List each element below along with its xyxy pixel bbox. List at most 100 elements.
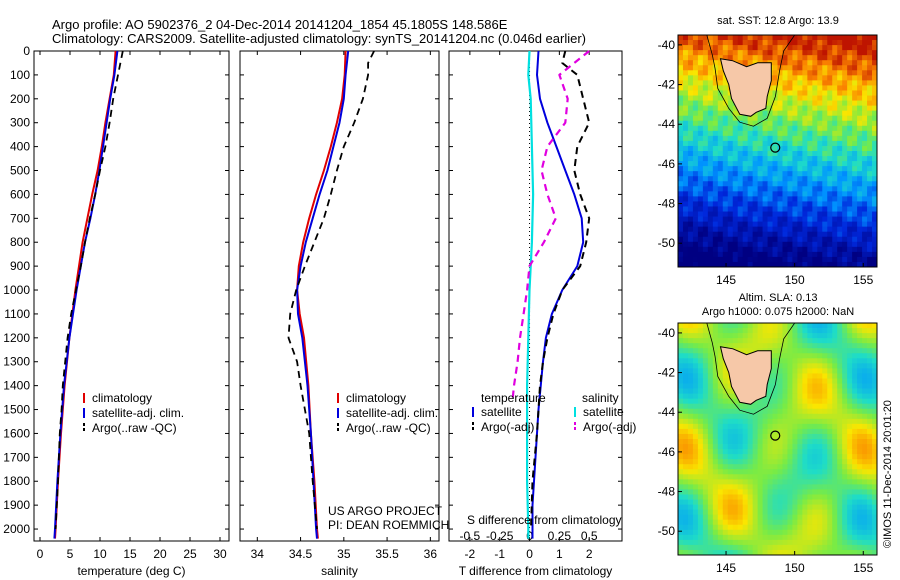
map-cell: [702, 55, 709, 61]
map-cell: [797, 226, 803, 233]
map-cell: [852, 449, 858, 455]
map-cell: [702, 251, 709, 258]
map-cell: [732, 140, 739, 147]
map-cell: [837, 348, 843, 354]
map-cell: [792, 216, 798, 223]
map-cell: [817, 85, 823, 91]
map-cell: [742, 474, 749, 480]
map-cell: [722, 226, 729, 233]
map-cell: [697, 484, 704, 490]
map-cell: [762, 343, 768, 349]
map-cell: [817, 343, 823, 349]
map-cell: [707, 120, 714, 127]
map-cell: [777, 151, 783, 157]
map-cell: [827, 145, 833, 152]
map-cell: [837, 363, 843, 369]
map-cell: [837, 95, 843, 101]
map-cell: [712, 544, 719, 551]
map-cell: [847, 251, 853, 258]
map-cell: [682, 549, 689, 555]
map-cell: [682, 181, 689, 187]
map-cell: [752, 226, 759, 233]
map-cell: [857, 378, 863, 384]
map-cell: [687, 145, 694, 152]
map-cell: [678, 151, 684, 157]
map-cell: [807, 489, 813, 495]
map-cell: [772, 171, 778, 177]
map-cell: [862, 368, 868, 374]
map-cell: [802, 363, 808, 369]
map-cell: [767, 120, 773, 127]
map-cell: [827, 514, 833, 521]
map-cell: [727, 328, 734, 334]
map-cell: [707, 534, 714, 541]
map-cell: [802, 196, 808, 202]
map-cell: [837, 115, 843, 122]
depth-tick-label: 500: [10, 164, 30, 178]
map-cell: [832, 70, 838, 76]
map-cell: [837, 70, 843, 76]
map-cell: [852, 181, 858, 187]
map-cell: [832, 388, 838, 395]
map-cell: [862, 55, 868, 61]
map-cell: [757, 246, 763, 253]
map-cell: [847, 529, 853, 536]
map-cell: [842, 338, 848, 344]
map-cell: [817, 494, 823, 500]
map-cell: [707, 403, 714, 410]
map-cell: [742, 35, 749, 41]
map-cell: [757, 156, 763, 162]
map-cell: [867, 221, 873, 228]
map-cell: [762, 261, 768, 267]
map-cell: [702, 206, 709, 212]
map-cell: [757, 343, 763, 349]
map-cell: [817, 549, 823, 555]
map-cell: [827, 439, 833, 445]
map-cell: [737, 454, 744, 460]
map-cell: [767, 534, 773, 541]
map-cell: [702, 105, 709, 112]
map-cell: [792, 115, 798, 122]
map-cell: [682, 343, 689, 349]
map-cell: [687, 110, 694, 117]
series-line-satellite-adj-clim-: [296, 50, 350, 539]
map-cell: [727, 151, 734, 157]
map-cell: [862, 105, 868, 112]
map-cell: [852, 504, 858, 511]
map-cell: [727, 120, 734, 127]
map-cell: [737, 464, 744, 470]
map-cell: [682, 418, 689, 425]
map-cell: [792, 509, 798, 516]
map-cell: [812, 75, 818, 81]
map-cell: [802, 489, 808, 495]
map-cell: [842, 80, 848, 86]
map-cell: [737, 151, 744, 157]
map-cell: [792, 433, 798, 440]
map-cell: [862, 246, 868, 253]
map-cell: [678, 186, 684, 192]
map-cell: [747, 413, 754, 420]
map-cell: [827, 383, 833, 389]
map-cell: [678, 110, 684, 117]
legend-s-satellite: satellite: [583, 405, 624, 419]
map-cell: [722, 191, 729, 197]
map-cell: [682, 433, 689, 440]
map-cell: [827, 373, 833, 379]
map-cell: [782, 45, 788, 51]
map-cell: [702, 140, 709, 147]
map-cell: [687, 45, 694, 51]
map-cell: [747, 504, 754, 511]
map-cell: [722, 333, 729, 339]
map-cell: [757, 549, 763, 555]
map-cell: [802, 544, 808, 551]
map-cell: [847, 216, 853, 223]
map-cell: [862, 403, 868, 410]
map-cell: [837, 125, 843, 132]
map-cell: [827, 444, 833, 450]
map-cell: [767, 236, 773, 243]
map-cell: [727, 145, 734, 152]
map-cell: [767, 449, 773, 455]
map-cell: [812, 469, 818, 475]
map-cell: [772, 95, 778, 101]
map-cell: [872, 479, 877, 485]
